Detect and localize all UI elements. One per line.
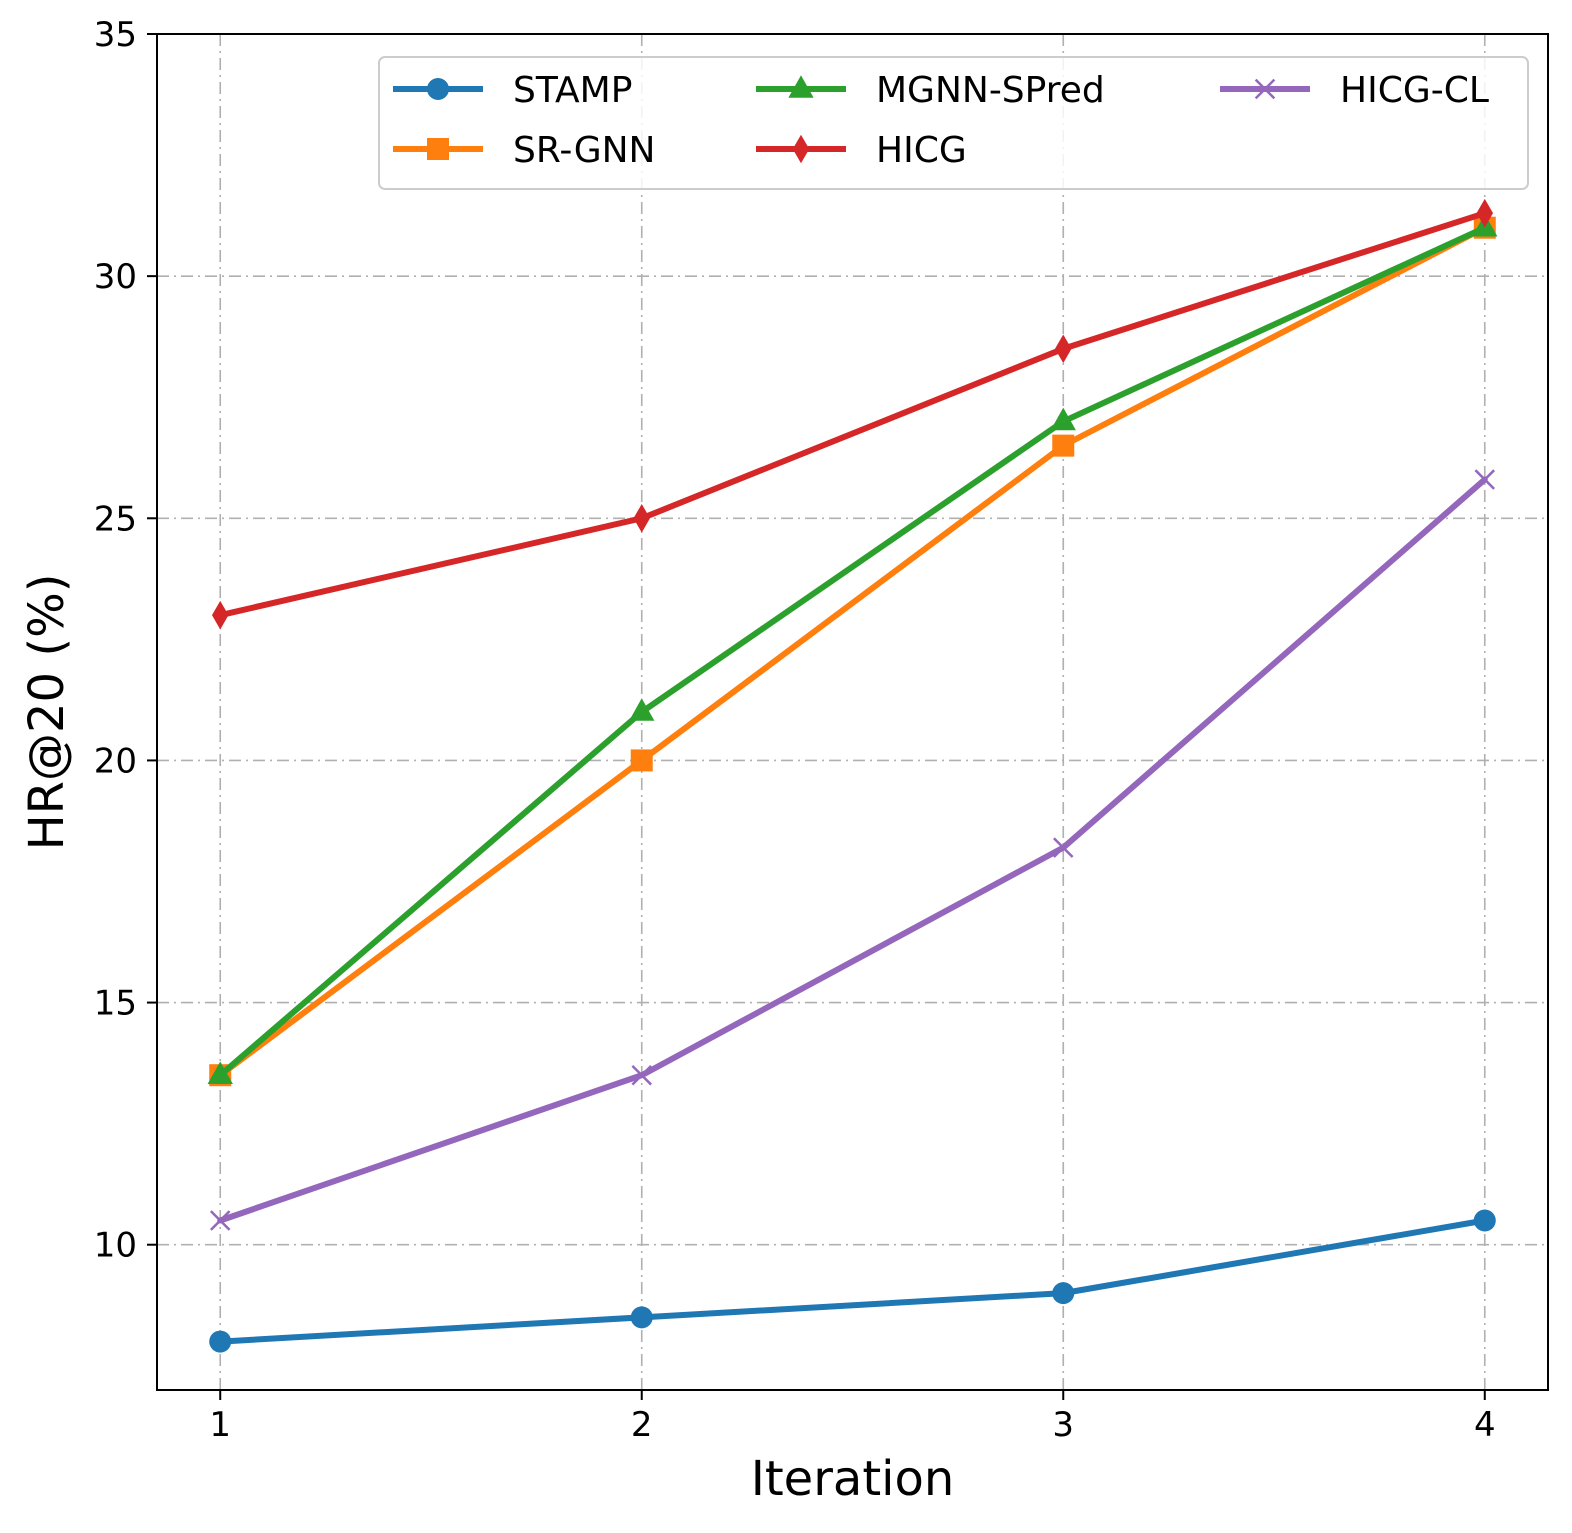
data-point-hicg [633, 503, 650, 533]
data-point-mgnn-spred [629, 698, 655, 721]
series-line-mgnn-spred [217, 224, 1488, 1079]
legend-label: HICG-CL [1340, 70, 1489, 111]
data-point-sr-gnn [630, 749, 653, 772]
x-tick-label: 4 [1474, 1405, 1496, 1445]
y-tick-label: 20 [94, 741, 137, 781]
legend-marker [792, 134, 810, 164]
data-point-hicg-cl [1474, 469, 1496, 490]
series-sr-gnn [209, 216, 1496, 1087]
data-point-mgnn-spred [207, 1061, 233, 1085]
y-axis-label: HR@20 (%) [19, 574, 75, 851]
legend-marker [427, 138, 449, 160]
x-tick-label: 2 [631, 1405, 653, 1445]
legend-marker [788, 75, 814, 98]
x-marker-stroke [1053, 837, 1074, 858]
legend-label: SR-GNN [513, 130, 655, 171]
series-line-hicg-cl [217, 476, 1488, 1224]
series-stamp [209, 1209, 1496, 1353]
data-point-stamp [209, 1330, 232, 1353]
series-hicg-cl [209, 469, 1496, 1231]
y-tick-label: 35 [94, 15, 137, 55]
plot-frame [156, 33, 1549, 1391]
legend-item-sr-gnn: SR-GNN [393, 130, 655, 171]
x-marker-stroke [1254, 78, 1276, 100]
y-tick-label: 25 [94, 499, 137, 539]
legend-label: HICG [876, 130, 967, 171]
x-marker-stroke [631, 1064, 652, 1086]
series-hicg [211, 198, 1494, 630]
y-tick-label: 10 [94, 1226, 137, 1266]
data-point-hicg-cl [1053, 837, 1074, 858]
data-point-hicg [1055, 334, 1072, 364]
data-point-hicg [211, 600, 229, 630]
series-layer [207, 198, 1498, 1353]
axis-ticks: 1 2 3 4 10 15 20 25 30 35 [94, 15, 1496, 1445]
data-point-mgnn-spred [1050, 407, 1076, 431]
legend-label: MGNN-SPred [876, 70, 1105, 111]
legend-item-mgnn-spred: MGNN-SPred [756, 70, 1105, 111]
legend-item-hicg: HICG [756, 130, 967, 171]
legend-marker [427, 78, 449, 100]
legend: STAMP SR-GNN MGNN-SPred HICG HICG-CL [378, 56, 1529, 190]
data-point-sr-gnn [1052, 434, 1075, 457]
legend-marker [1254, 78, 1276, 100]
data-point-hicg-cl [631, 1064, 652, 1086]
legend-item-stamp: STAMP [393, 70, 632, 111]
series-line-stamp [217, 1217, 1488, 1345]
x-tick-label: 1 [209, 1405, 231, 1445]
y-tick-label: 15 [94, 984, 137, 1024]
data-point-stamp [1052, 1282, 1075, 1305]
series-mgnn-spred [207, 213, 1498, 1085]
y-tick-label: 30 [94, 257, 137, 297]
x-tick-label: 3 [1052, 1405, 1074, 1445]
legend-label: STAMP [513, 70, 632, 111]
x-marker-stroke [209, 1210, 231, 1231]
data-point-hicg-cl [209, 1210, 231, 1231]
series-line-hicg [217, 210, 1488, 619]
data-point-stamp [630, 1306, 653, 1329]
grid-lines [157, 33, 1548, 1390]
data-point-stamp [1473, 1209, 1496, 1232]
x-axis-label: Iteration [751, 1451, 955, 1507]
legend-item-hicg-cl: HICG-CL [1220, 70, 1489, 111]
data-point-hicg [1476, 198, 1494, 228]
series-line-sr-gnn [217, 224, 1488, 1079]
x-marker-stroke [1474, 469, 1496, 490]
